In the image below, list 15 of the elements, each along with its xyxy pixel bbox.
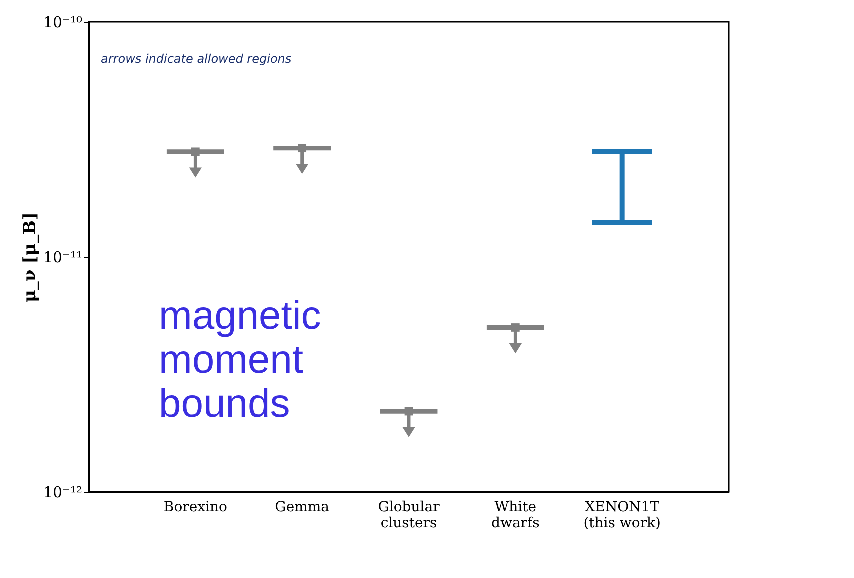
point	[511, 324, 520, 332]
annotation: arrows indicate allowed regions	[101, 52, 292, 66]
point	[191, 148, 200, 156]
y-tick-label: 10⁻¹¹	[43, 248, 82, 266]
x-tick-label: Globular clusters	[378, 500, 440, 532]
point	[404, 407, 414, 416]
y-axis-title: μ_ν [μ_B]	[20, 212, 40, 303]
y-tick-label: 10⁻¹²	[43, 484, 82, 502]
y-tick-label: 10⁻¹⁰	[43, 14, 82, 32]
x-tick-label: Gemma	[275, 500, 330, 516]
x-tick-label: Borexino	[164, 500, 228, 516]
x-tick-label: XENON1T (this work)	[584, 500, 661, 532]
annotation: magnetic moment bounds	[159, 294, 322, 426]
point	[298, 144, 307, 153]
x-tick-label: White dwarfs	[491, 500, 540, 532]
